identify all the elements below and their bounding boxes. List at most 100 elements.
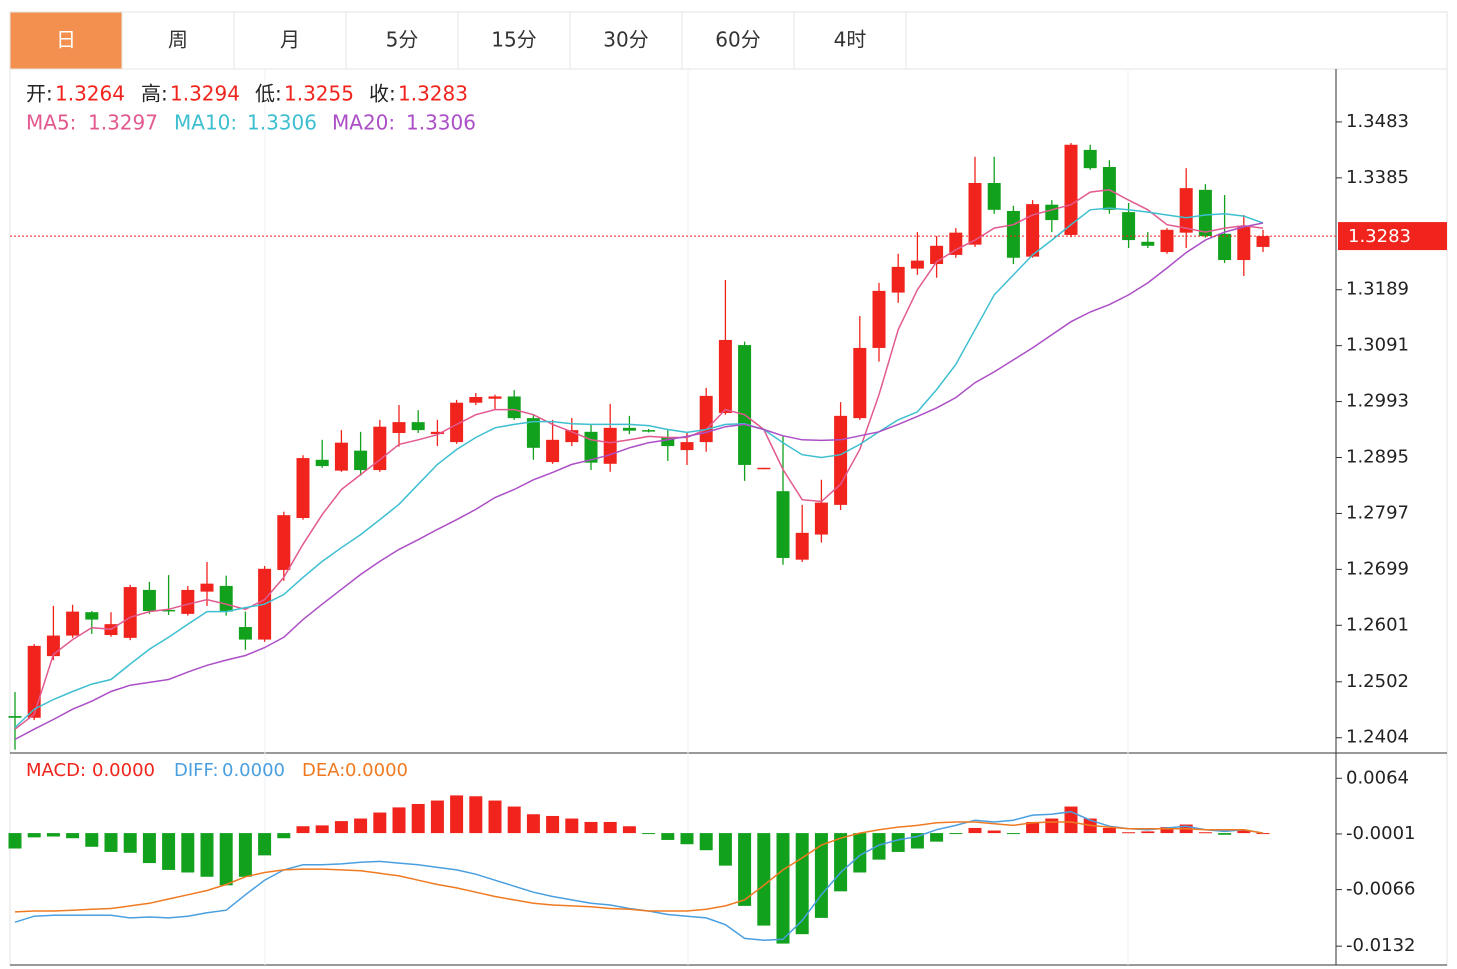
macd-legend-value: 0.0000 [222,760,285,781]
candle-body [603,427,617,464]
y-tick-label: 0.0064 [1346,767,1409,788]
line [14,222,1264,741]
y-tick-label: 1.3091 [1346,335,1409,356]
macd-bar [1026,821,1040,834]
macd-bar [238,833,252,877]
line [14,207,1264,729]
candle-body [1237,225,1251,261]
macd-bar [738,833,752,906]
macd-bar [949,833,963,835]
tab-label[interactable]: 周 [168,28,188,52]
candle-body [1256,236,1270,247]
y-tick-label: 1.2699 [1346,558,1409,579]
macd-bar [219,833,233,886]
candle-body [373,426,387,471]
y-tick-label: 1.2797 [1346,502,1409,523]
ohlc-label: 开: [26,82,53,106]
tab-label[interactable]: 60分 [715,28,760,52]
macd-bar [1141,831,1155,834]
tab-label[interactable]: 5分 [386,28,419,52]
tab[interactable] [121,11,235,70]
macd-bar [661,833,675,840]
candle-body [757,467,771,470]
macd-bar [1122,832,1136,834]
macd-bar [27,833,41,838]
macd-bar [565,818,579,834]
y-tick-label: 1.2404 [1346,727,1409,748]
candle-body [1006,210,1020,258]
macd-bar [1256,833,1270,835]
tab[interactable] [793,11,907,70]
candle-body [1083,149,1097,169]
macd-bar [1198,832,1212,834]
macd-bar [603,821,617,834]
candle-body [1102,167,1116,210]
candle-body [46,635,60,657]
candle-body [334,442,348,471]
macd-bar [1237,830,1251,834]
macd-bar [507,806,521,834]
candle-body [1160,229,1174,253]
tab[interactable] [457,11,571,70]
macd-bar [162,833,176,870]
y-tick-label: 1.3189 [1346,279,1409,300]
macd-legend-label: DIFF: [174,760,219,781]
candle-body [1122,212,1136,241]
candle-body [488,396,502,399]
ma-value: 1.3297 [88,111,158,135]
tab[interactable] [569,11,683,70]
frame [9,11,1448,966]
tab-label[interactable]: 日 [56,28,76,52]
last-price-box [1338,222,1447,251]
macd-bar [430,800,444,834]
macd-bar [718,833,732,866]
macd-bar [315,825,329,834]
ma-label: MA10: [174,111,237,135]
candle-body [526,418,540,448]
candle-body [181,589,195,614]
candle-body [296,458,310,519]
candle-body [123,587,137,638]
tab-label[interactable]: 15分 [491,28,536,52]
macd-bar [46,833,60,837]
candle-body [27,645,41,718]
candle-body [354,450,368,471]
macd-bar [814,833,828,918]
candle-body [1064,144,1078,235]
macd-bar [373,812,387,834]
line [14,189,1264,730]
tab-label[interactable]: 月 [280,28,300,52]
tab[interactable] [9,11,123,70]
macd-bar [584,821,598,834]
tab[interactable] [233,11,347,70]
candle-body [968,183,982,245]
candle-body [987,183,1001,210]
macd-bar [1160,827,1174,834]
tab[interactable] [345,11,459,70]
macd-bar [1064,806,1078,834]
tab-label[interactable]: 30分 [603,28,648,52]
macd-bar [526,814,540,834]
macd-bar [968,827,982,834]
candle-body [392,422,406,433]
y-tick-label: -0.0132 [1346,935,1415,956]
macd-bar [277,833,291,839]
candle-body [872,290,886,348]
ohlc-value: 1.3283 [398,82,468,106]
candle-body [853,347,867,419]
macd-bar [142,833,156,864]
y-tick-label: -0.0066 [1346,879,1415,900]
macd-bar [987,830,1001,834]
macd-legend-label: DEA: [302,760,345,781]
candle-body [8,716,22,718]
candle-body [142,589,156,612]
macd-panel: 0.0064 -0.0001 -0.0066 -0.0132 [8,767,1415,956]
macd-bar [622,826,636,834]
ohlc-value: 1.3264 [55,82,125,106]
macd-bar [757,833,771,926]
tab-label[interactable]: 4时 [834,28,867,52]
y-tick-label: 1.3483 [1346,111,1409,132]
candle-body [776,491,790,558]
macd-bar [872,833,886,860]
